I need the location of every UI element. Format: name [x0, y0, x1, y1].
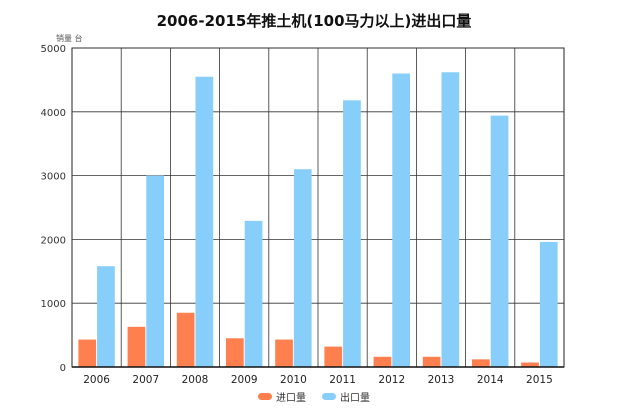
bar-export-2010	[293, 169, 312, 367]
bar-export-2009	[244, 220, 263, 367]
legend-item-import[interactable]: 进口量	[258, 389, 306, 404]
axes-layer: 0 1000 2000 3000 4000 5000 2006 2007 2008 2009 201…	[41, 44, 564, 386]
x-tick-label: 2006	[83, 374, 110, 386]
legend: 进口量 出口量	[0, 389, 628, 404]
grid-layer	[71, 47, 565, 368]
bars-layer	[78, 72, 558, 368]
legend-label-export: 出口量	[340, 393, 370, 404]
bar-import-2009	[225, 338, 244, 367]
x-tick-label: 2008	[182, 374, 209, 386]
y-tick-label: 1000	[41, 299, 66, 310]
legend-item-export[interactable]: 出口量	[322, 389, 370, 404]
bar-export-2013	[441, 72, 460, 367]
y-tick-label: 4000	[41, 108, 66, 119]
bar-export-2012	[392, 73, 411, 368]
legend-swatch-import	[258, 393, 272, 400]
x-tick-label: 2010	[280, 374, 307, 386]
bar-export-2007	[146, 175, 165, 367]
x-tick-label: 2012	[378, 374, 405, 386]
x-tick-label: 2011	[329, 374, 356, 386]
chart-title: 2006-2015年推土机(100马力以上)进出口量	[156, 12, 472, 30]
bar-import-2011	[324, 346, 343, 367]
bar-import-2010	[275, 339, 293, 367]
x-tick-label: 2013	[428, 374, 455, 386]
bar-export-2015	[539, 241, 558, 367]
bar-import-2006	[78, 339, 97, 367]
bar-export-2008	[195, 76, 214, 368]
bar-import-2012	[373, 356, 392, 367]
bar-import-2007	[127, 326, 146, 367]
bar-export-2014	[490, 115, 509, 368]
y-tick-label: 2000	[41, 235, 66, 246]
legend-swatch-export	[322, 393, 336, 400]
y-tick-label: 0	[60, 363, 66, 374]
x-tick-label: 2014	[477, 374, 504, 386]
bar-import-2008	[176, 312, 195, 367]
x-tick-label: 2007	[132, 374, 159, 386]
legend-label-import: 进口量	[276, 393, 306, 404]
bar-import-2013	[422, 356, 441, 367]
y-axis-unit-label: 销量 台	[56, 34, 83, 43]
x-tick-label: 2015	[526, 374, 553, 386]
bar-import-2015	[521, 362, 539, 367]
bar-import-2014	[471, 359, 490, 367]
y-tick-label: 5000	[41, 44, 66, 55]
bar-export-2011	[343, 100, 361, 367]
y-tick-label: 3000	[41, 172, 66, 183]
x-tick-label: 2009	[231, 374, 258, 386]
bar-export-2006	[97, 266, 115, 367]
